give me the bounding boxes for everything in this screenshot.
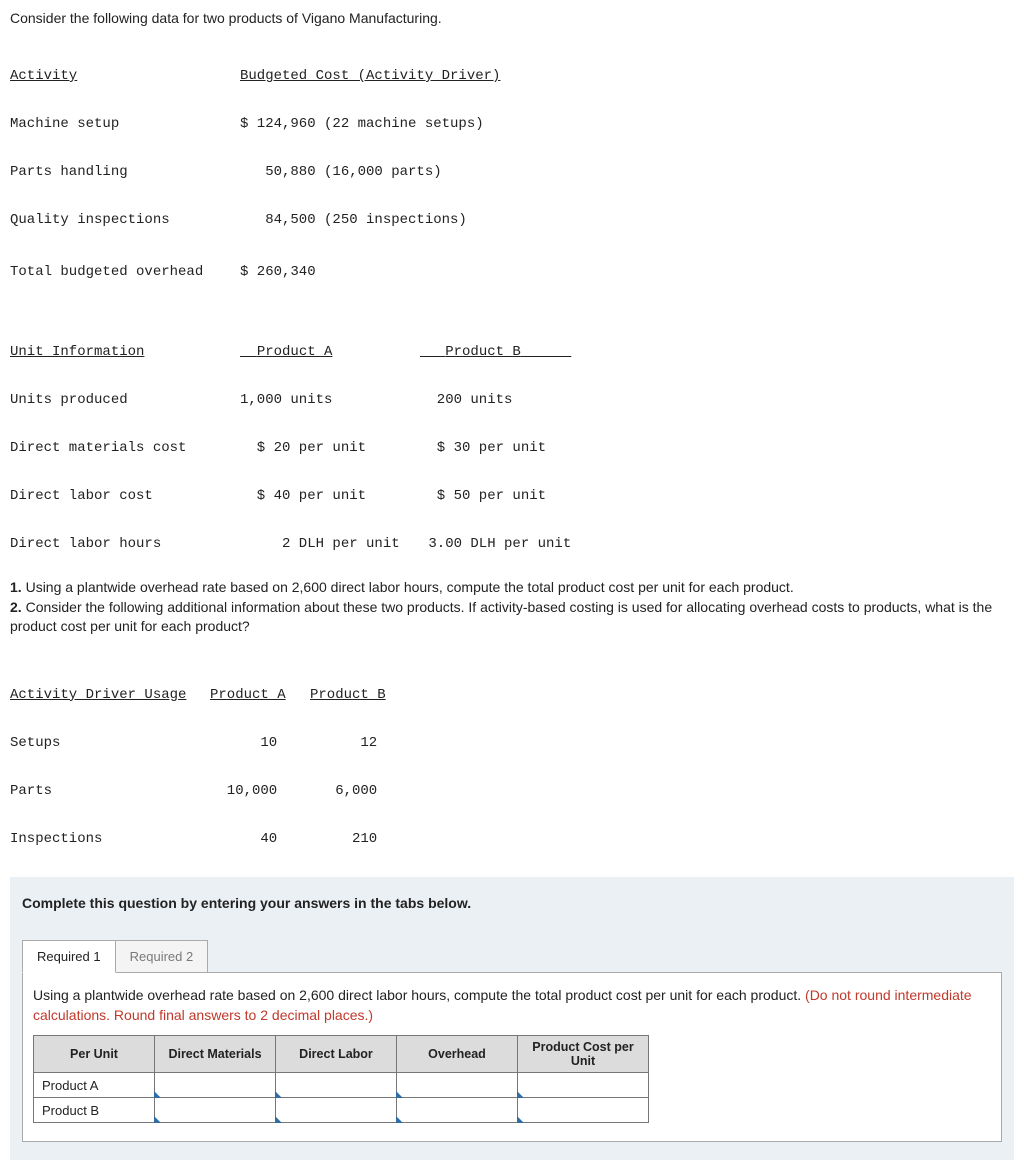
driver-r1-c: 12	[310, 735, 410, 751]
tab-required-1[interactable]: Required 1	[22, 940, 116, 973]
row-product-a: Product A	[34, 1073, 155, 1098]
driver-r3-a: Inspections	[10, 831, 210, 847]
driver-r2-b: 10,000	[210, 783, 310, 799]
unit-r2-c: $ 30 per unit	[420, 440, 620, 456]
activity-row3-b: 84,500 (250 inspections)	[240, 212, 467, 228]
driver-r3-c: 210	[310, 831, 410, 847]
input-a-dl[interactable]	[276, 1073, 397, 1098]
unit-r4-a: Direct labor hours	[10, 536, 240, 552]
driver-r1-b: 10	[210, 735, 310, 751]
activity-header-1: Activity	[10, 68, 77, 84]
tabs: Required 1Required 2	[22, 939, 1002, 972]
q1-bold: 1.	[10, 579, 26, 595]
driver-r2-c: 6,000	[310, 783, 410, 799]
intro-text: Consider the following data for two prod…	[10, 10, 1014, 26]
activity-table: Activity Budgeted Cost (Activity Driver)…	[10, 36, 1014, 296]
input-a-oh[interactable]	[397, 1073, 518, 1098]
input-b-dm[interactable]	[155, 1098, 276, 1123]
unit-r3-c: $ 50 per unit	[420, 488, 620, 504]
activity-row1-a: Machine setup	[10, 116, 240, 132]
unit-header-3: Product B	[445, 344, 521, 360]
unit-r2-b: $ 20 per unit	[240, 440, 420, 456]
unit-r1-b: 1,000 units	[240, 392, 420, 408]
input-a-total[interactable]	[518, 1073, 649, 1098]
activity-row2-b: 50,880 (16,000 parts)	[240, 164, 442, 180]
q2-bold: 2.	[10, 599, 26, 615]
unit-r1-a: Units produced	[10, 392, 240, 408]
activity-total-label: Total budgeted overhead	[10, 264, 240, 280]
driver-header-3: Product B	[310, 687, 386, 703]
question-1: Using a plantwide overhead rate based on…	[26, 579, 794, 595]
unit-r2-a: Direct materials cost	[10, 440, 240, 456]
unit-r4-c: 3.00 DLH per unit	[420, 536, 620, 552]
unit-r3-b: $ 40 per unit	[240, 488, 420, 504]
col-direct-materials: Direct Materials	[155, 1036, 276, 1073]
unit-r1-c: 200 units	[420, 392, 620, 408]
activity-header-2: Budgeted Cost (Activity Driver)	[240, 68, 500, 84]
questions-block: 1. Using a plantwide overhead rate based…	[10, 578, 1014, 637]
unit-r4-b: 2 DLH per unit	[240, 536, 420, 552]
activity-row3-a: Quality inspections	[10, 212, 240, 228]
activity-row1-b: $ 124,960 (22 machine setups)	[240, 116, 484, 132]
tab-panel: Using a plantwide overhead rate based on…	[22, 972, 1002, 1143]
col-direct-labor: Direct Labor	[276, 1036, 397, 1073]
input-a-dm[interactable]	[155, 1073, 276, 1098]
panel-text-1: Using a plantwide overhead rate based on…	[33, 987, 805, 1003]
unit-header-2: Product A	[257, 344, 333, 360]
col-per-unit: Per Unit	[34, 1036, 155, 1073]
question-2: Consider the following additional inform…	[10, 599, 992, 635]
input-b-dl[interactable]	[276, 1098, 397, 1123]
driver-r2-a: Parts	[10, 783, 210, 799]
unit-r3-a: Direct labor cost	[10, 488, 240, 504]
instruction-box: Complete this question by entering your …	[10, 877, 1014, 1161]
input-b-oh[interactable]	[397, 1098, 518, 1123]
driver-table: Activity Driver Usage Product A Product …	[10, 655, 1014, 863]
unit-header-1: Unit Information	[10, 344, 144, 360]
driver-header-1: Activity Driver Usage	[10, 687, 186, 703]
activity-row2-a: Parts handling	[10, 164, 240, 180]
tab-required-2[interactable]: Required 2	[116, 940, 209, 973]
input-b-total[interactable]	[518, 1098, 649, 1123]
table-row: Product A	[34, 1073, 649, 1098]
driver-r3-b: 40	[210, 831, 310, 847]
col-product-cost-per-unit: Product Cost per Unit	[518, 1036, 649, 1073]
driver-header-2: Product A	[210, 687, 286, 703]
instruction-text: Complete this question by entering your …	[22, 895, 1002, 911]
row-product-b: Product B	[34, 1098, 155, 1123]
table-row: Product B	[34, 1098, 649, 1123]
answer-table: Per Unit Direct Materials Direct Labor O…	[33, 1035, 649, 1123]
activity-total-value: $ 260,340	[240, 264, 316, 280]
unit-table: Unit Information Product A Product B Uni…	[10, 312, 1014, 568]
panel-prompt: Using a plantwide overhead rate based on…	[33, 985, 991, 1026]
driver-r1-a: Setups	[10, 735, 210, 751]
col-overhead: Overhead	[397, 1036, 518, 1073]
